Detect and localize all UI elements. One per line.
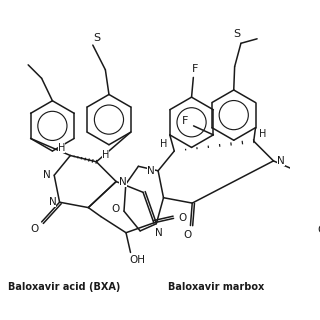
Text: O: O <box>179 213 187 223</box>
Text: O: O <box>317 225 320 235</box>
Text: H: H <box>102 150 109 160</box>
Text: Baloxavir marbox: Baloxavir marbox <box>168 283 264 292</box>
Text: F: F <box>192 64 198 74</box>
Text: F: F <box>181 116 188 126</box>
Text: H: H <box>58 143 65 153</box>
Text: H: H <box>160 139 167 149</box>
Text: S: S <box>233 29 240 39</box>
Text: N: N <box>119 177 127 187</box>
Text: S: S <box>94 33 101 43</box>
Text: N: N <box>277 156 284 166</box>
Text: O: O <box>111 204 119 214</box>
Text: N: N <box>43 170 51 180</box>
Text: OH: OH <box>130 255 146 265</box>
Text: H: H <box>259 129 266 139</box>
Text: O: O <box>30 224 39 234</box>
Text: N: N <box>147 166 155 176</box>
Text: N: N <box>155 228 163 238</box>
Text: Baloxavir acid (BXA): Baloxavir acid (BXA) <box>8 283 120 292</box>
Text: N: N <box>49 197 56 207</box>
Text: O: O <box>184 229 192 239</box>
